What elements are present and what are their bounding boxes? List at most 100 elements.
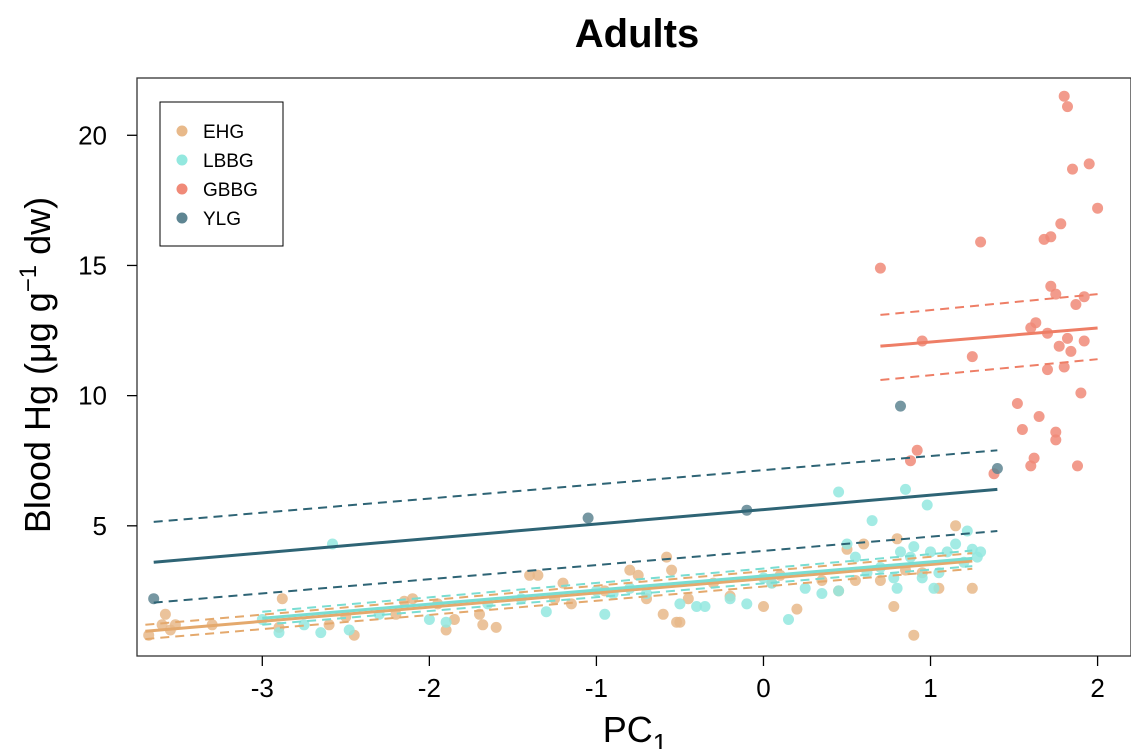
point-gbbg [1078, 291, 1090, 303]
point-gbbg [1053, 340, 1065, 352]
point-ehg [888, 601, 900, 612]
x-tick-label: -3 [251, 673, 274, 703]
point-lbbg [928, 582, 940, 594]
point-gbbg [1078, 335, 1090, 347]
point-lbbg [423, 614, 435, 625]
point-lbbg [916, 572, 928, 584]
point-gbbg [1042, 364, 1053, 376]
point-ehg [632, 569, 644, 581]
y-axis-label-tail: dw) [17, 197, 58, 265]
legend: EHG LBBG GBBG YLG [159, 101, 284, 247]
fit-line-ylg [153, 487, 998, 564]
legend-label-ehg: EHG [203, 122, 244, 143]
point-ehg [532, 569, 544, 581]
y-tick-label: 15 [78, 250, 107, 280]
point-gbbg [1030, 317, 1042, 329]
ci-upper-ylg [153, 449, 998, 523]
point-lbbg [891, 582, 903, 594]
point-gbbg [1050, 434, 1062, 446]
point-ehg [682, 593, 694, 605]
point-gbbg [1050, 426, 1062, 438]
point-lbbg [833, 486, 845, 498]
point-gbbg [1062, 332, 1073, 344]
point-gbbg [1083, 158, 1095, 170]
point-ehg [159, 608, 171, 620]
legend-items: EHG LBBG GBBG YLG [176, 122, 258, 230]
x-tick-label: -2 [418, 673, 441, 703]
legend-marker-lbbg [176, 154, 188, 166]
legend-marker-ehg [176, 125, 188, 137]
fit-line-ehg [145, 559, 973, 633]
x-axis-label-subscript: 1 [653, 728, 667, 749]
point-lbbg [950, 538, 962, 550]
y-axis: 5 10 15 20 [78, 120, 137, 541]
point-ylg [991, 463, 1003, 474]
point-lbbg [741, 598, 753, 610]
point-lbbg [699, 601, 711, 612]
chart-title: Adults [575, 12, 699, 56]
legend-label-lbbg: LBBG [203, 151, 254, 172]
point-lbbg [895, 546, 906, 558]
point-gbbg [966, 351, 978, 363]
point-ehg [323, 619, 335, 631]
point-ehg [858, 538, 870, 550]
point-ehg [758, 601, 769, 612]
y-tick-label: 10 [78, 381, 107, 411]
point-gbbg [1092, 202, 1104, 214]
point-gbbg [975, 236, 987, 248]
x-axis-label: PC1 [603, 709, 667, 749]
point-lbbg [888, 572, 900, 584]
point-lbbg [724, 593, 736, 605]
point-ylg [582, 512, 594, 524]
x-tick-label: 2 [1090, 673, 1104, 703]
plot-frame [136, 77, 1131, 657]
fit-line-gbbg [880, 326, 1098, 348]
point-ehg [891, 533, 903, 545]
point-lbbg [691, 601, 703, 612]
fit-line-lbbg [262, 556, 973, 620]
point-gbbg [1072, 460, 1083, 472]
ci-lower-ehg [145, 567, 973, 641]
point-lbbg [273, 627, 285, 639]
point-lbbg [440, 616, 452, 628]
point-ehg [661, 551, 673, 563]
point-lbbg [866, 515, 878, 527]
point-ehg [950, 520, 962, 532]
point-ehg [557, 577, 569, 589]
point-lbbg [908, 541, 920, 553]
point-gbbg [1075, 387, 1087, 399]
ci-upper-ehg [145, 552, 973, 626]
point-ehg [849, 575, 861, 586]
point-ehg [874, 575, 886, 586]
point-lbbg [674, 598, 686, 610]
point-ehg [624, 564, 636, 576]
y-tick-label: 5 [93, 511, 107, 541]
point-gbbg [1058, 90, 1070, 102]
y-axis-label-superscript: −1 [15, 265, 42, 292]
point-gbbg [1045, 231, 1057, 243]
point-gbbg [911, 444, 923, 456]
point-lbbg [783, 614, 794, 625]
point-gbbg [1011, 398, 1023, 409]
point-lbbg [599, 608, 611, 620]
ci-lower-lbbg [262, 565, 973, 626]
point-lbbg [900, 483, 911, 495]
x-tick-label: 0 [756, 673, 770, 703]
point-ehg [276, 593, 288, 605]
ci-lower-ylg [153, 530, 998, 604]
point-gbbg [1065, 345, 1077, 357]
point-gbbg [905, 455, 916, 467]
point-gbbg [1058, 361, 1070, 373]
point-lbbg [975, 546, 987, 558]
point-ehg [791, 603, 803, 615]
points-layer [143, 90, 1104, 641]
ci-lower-gbbg [880, 358, 1098, 382]
point-gbbg [1067, 163, 1078, 175]
x-axis-label-main: PC [603, 709, 653, 749]
point-ehg [156, 619, 168, 631]
point-gbbg [874, 262, 886, 274]
legend-label-gbbg: GBBG [203, 180, 258, 201]
y-axis-label: Blood Hg (μg g−1 dw) [15, 197, 58, 533]
legend-marker-ylg [176, 212, 188, 224]
point-lbbg [966, 543, 978, 555]
